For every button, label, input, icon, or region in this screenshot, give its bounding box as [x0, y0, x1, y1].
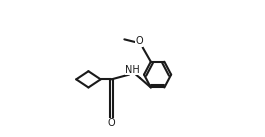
Text: NH: NH: [125, 65, 140, 75]
Text: O: O: [135, 36, 143, 46]
Text: O: O: [108, 118, 115, 128]
